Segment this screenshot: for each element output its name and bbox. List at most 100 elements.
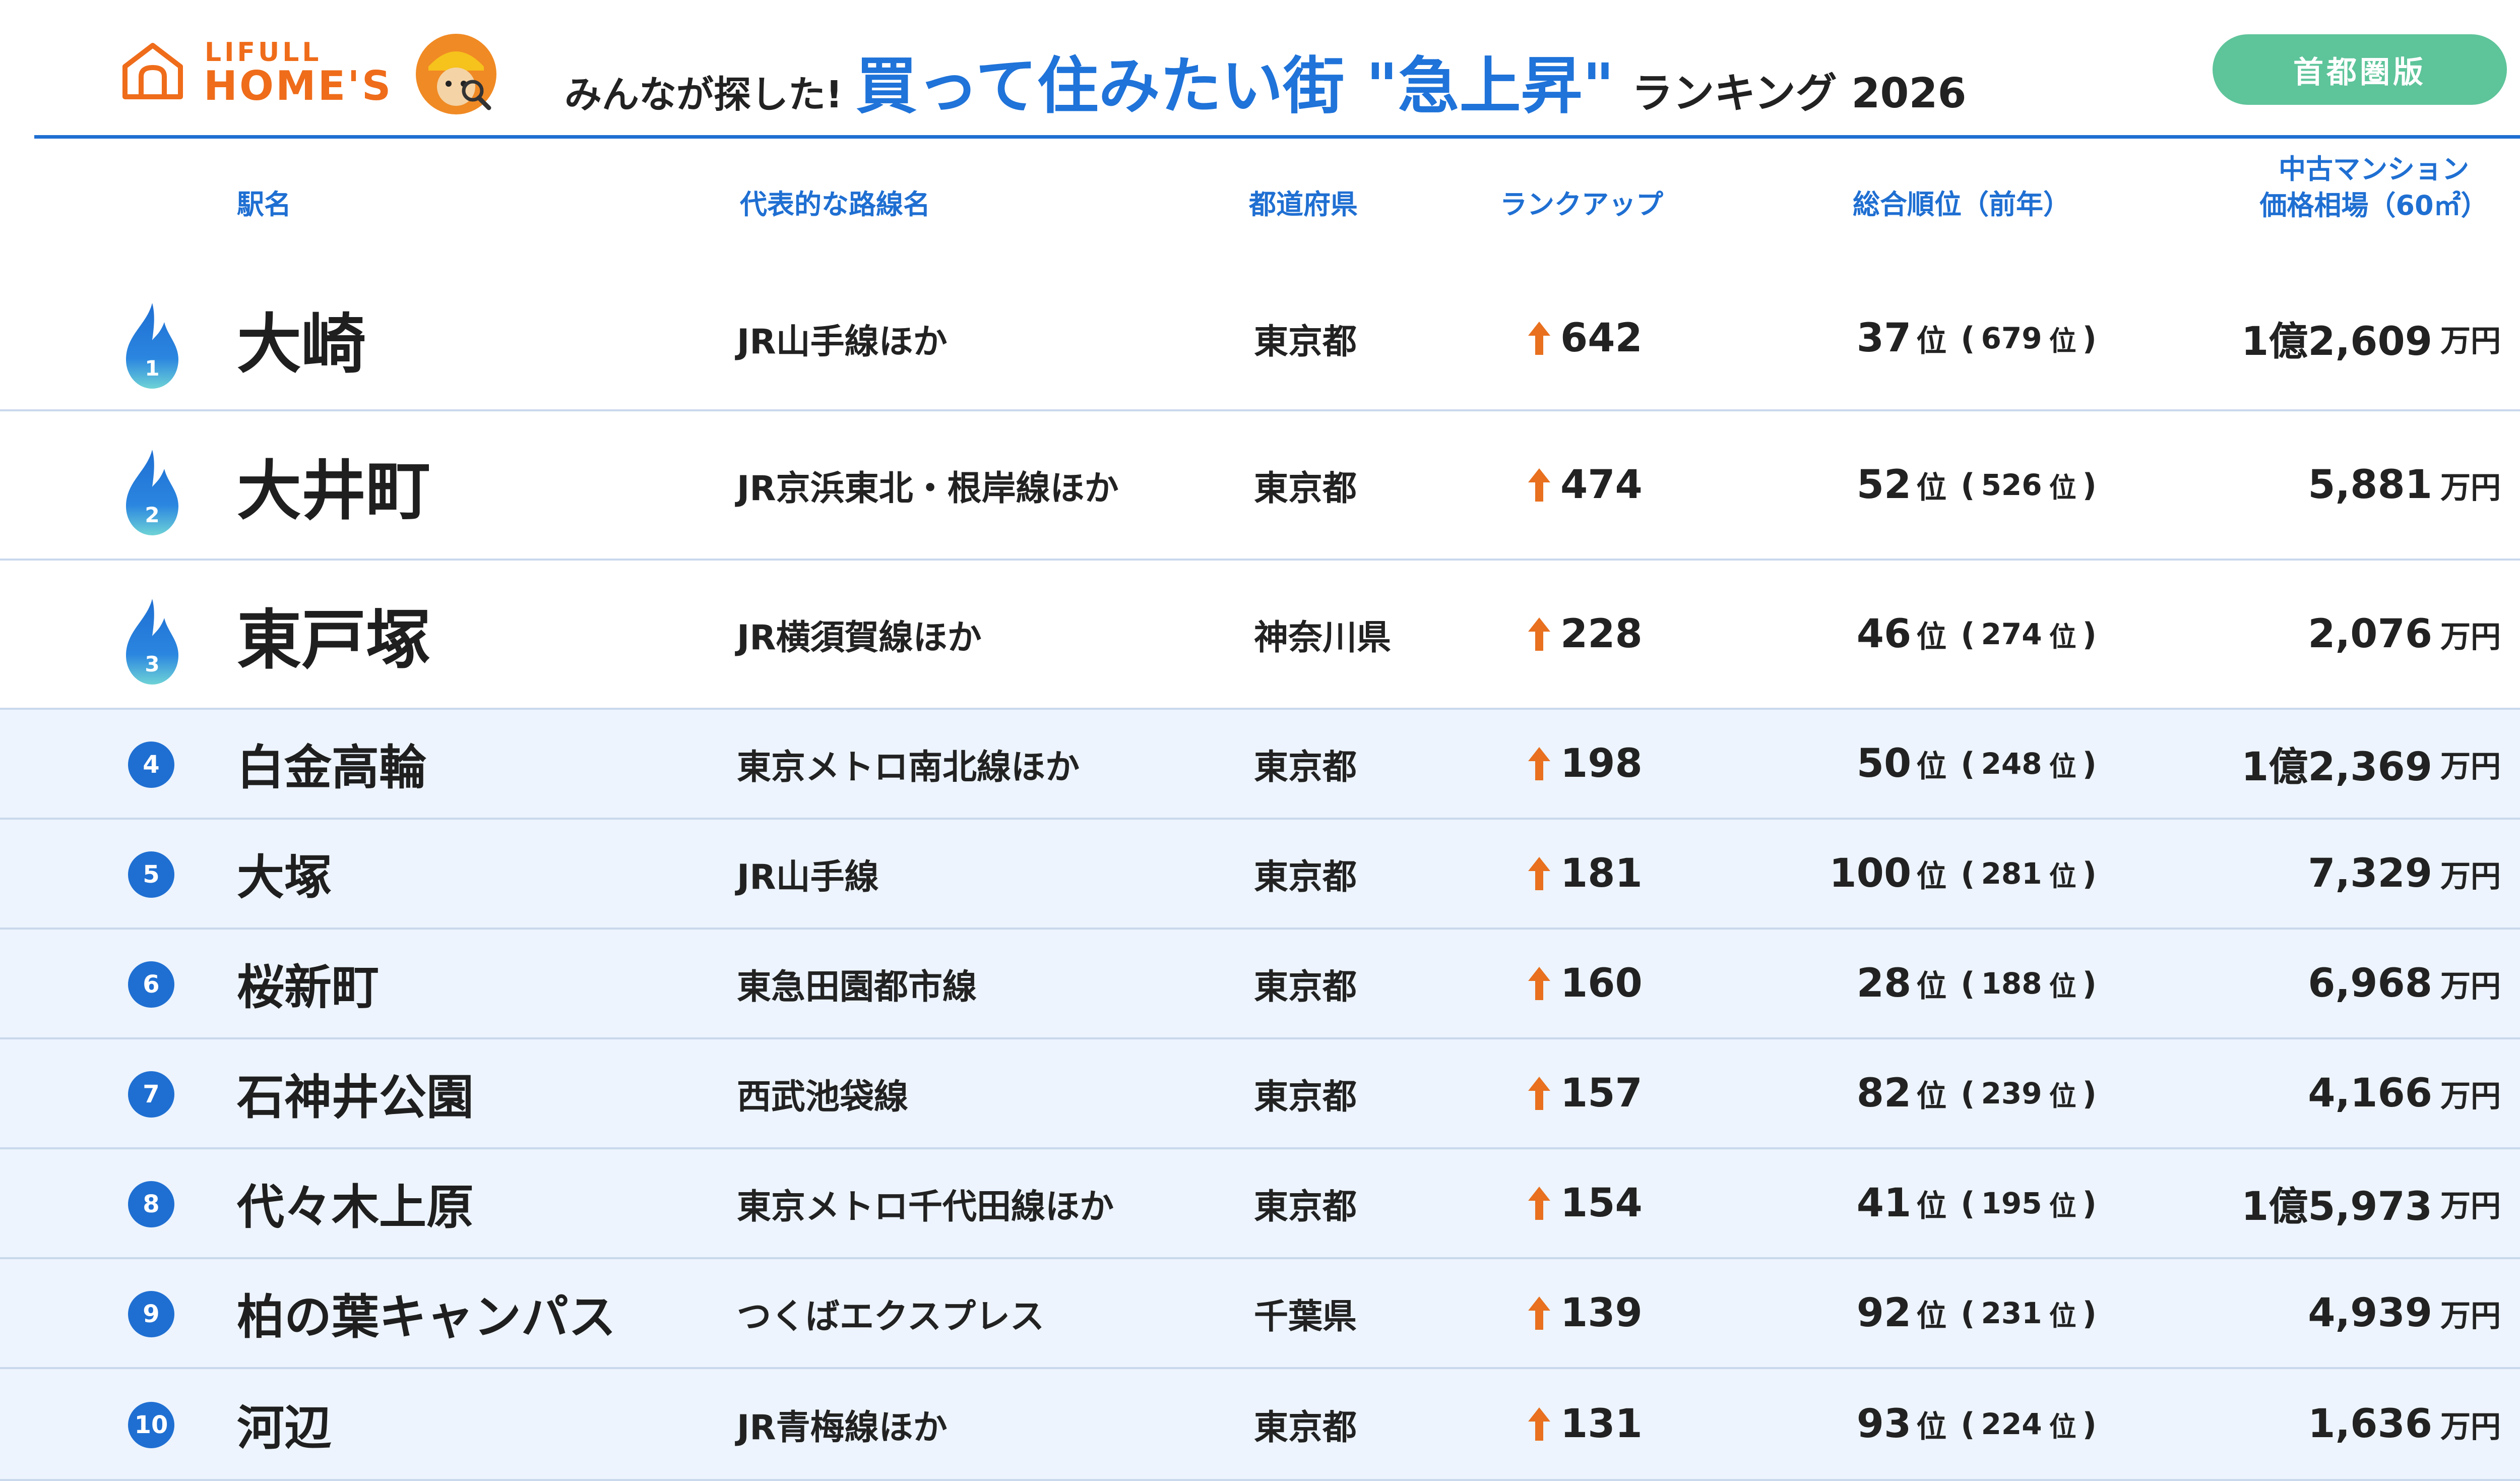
table-row[interactable]: 2 大井町 JR京浜東北・根岸線ほか 東京都 474 52 位 ( 526 位 …	[0, 411, 2520, 561]
up-arrow-icon	[1528, 857, 1550, 890]
table-row[interactable]: 7 石神井公園 西武池袋線 東京都 157 82 位 ( 239 位 ) 4,1…	[0, 1039, 2520, 1149]
rank-up-number: 642	[1560, 316, 1643, 361]
rank-number: 1	[145, 356, 159, 381]
previous-rank: 679	[1981, 321, 2042, 355]
table-row[interactable]: 4 白金高輪 東京メトロ南北線ほか 東京都 198 50 位 ( 248 位 )…	[0, 710, 2520, 820]
up-arrow-icon	[1528, 1077, 1550, 1110]
prefecture: 東京都	[1254, 1407, 1357, 1448]
rank-number: 2	[145, 503, 159, 527]
prefecture: 東京都	[1254, 322, 1357, 362]
line-name: JR青梅線ほか	[737, 1407, 948, 1448]
line-name: JR横須賀線ほか	[737, 618, 982, 658]
rank-up-number: 474	[1560, 462, 1643, 508]
table-row[interactable]: 5 大塚 JR山手線 東京都 181 100 位 ( 281 位 ) 7,329…	[0, 820, 2520, 930]
rank-up-number: 139	[1560, 1290, 1643, 1336]
previous-rank: 231	[1981, 1296, 2042, 1330]
table-row[interactable]: 9 柏の葉キャンパス つくばエクスプレス 千葉県 139 92 位 ( 231 …	[0, 1259, 2520, 1369]
station-name: 白金高輪	[237, 741, 427, 795]
paren-close: )	[2082, 745, 2097, 782]
table-header: 駅名 代表的な路線名 都道府県 ランクアップ 総合順位（前年） 中古マンション …	[0, 151, 2520, 267]
paren-close: )	[2082, 1294, 2097, 1332]
rank-up-number: 181	[1560, 851, 1643, 896]
price-value: 1,636	[2308, 1401, 2432, 1447]
rank-badge: 5	[128, 851, 174, 898]
rank-badge: 9	[128, 1291, 174, 1337]
table-row[interactable]: 10 河辺 JR青梅線ほか 東京都 131 93 位 ( 224 位 ) 1,6…	[0, 1369, 2520, 1481]
column-header-price-line2: 価格相場（60㎡）	[2259, 190, 2488, 221]
rank-badge: 4	[128, 742, 174, 788]
paren-close: )	[2082, 320, 2097, 357]
paren-open: (	[1961, 1405, 1975, 1443]
line-name: つくばエクスプレス	[737, 1297, 1044, 1337]
rank-unit: 位	[1916, 1409, 1947, 1445]
station-name: 河辺	[237, 1401, 332, 1456]
previous-rank-unit: 位	[2049, 1300, 2076, 1332]
current-rank: 41	[1856, 1181, 1912, 1226]
paren-open: (	[1961, 965, 1975, 1002]
header: LIFULL HOME'S みんなが探した! 買って住みたい街 "急上昇" ラン…	[0, 0, 2520, 141]
line-name: JR山手線ほか	[737, 322, 948, 362]
rank-unit: 位	[1916, 749, 1947, 784]
column-header-prefecture: 都道府県	[1249, 189, 1358, 220]
table-row[interactable]: 3 東戸塚 JR横須賀線ほか 神奈川県 228 46 位 ( 274 位 ) 2…	[0, 561, 2520, 710]
logo-text-homes: HOME'S	[204, 63, 393, 109]
price: 4,939 万円	[2142, 1259, 2501, 1367]
region-badge[interactable]: 首都圏版	[2213, 34, 2507, 105]
price: 1,636 万円	[2142, 1369, 2501, 1479]
station-name: 大崎	[237, 306, 366, 382]
table-row[interactable]: 8 代々木上原 東京メトロ千代田線ほか 東京都 154 41 位 ( 195 位…	[0, 1149, 2520, 1259]
rank-badge: 10	[128, 1402, 174, 1448]
rank-unit: 位	[1916, 858, 1947, 894]
price-value: 5,881	[2308, 462, 2432, 508]
price-value: 1億2,369	[2241, 745, 2432, 790]
previous-rank: 195	[1981, 1186, 2042, 1220]
rank-up-value: 198	[1527, 710, 1643, 818]
price-unit: 万円	[2440, 470, 2501, 506]
rank-up-number: 131	[1560, 1401, 1643, 1447]
station-name: 東戸塚	[237, 602, 431, 678]
previous-rank-unit: 位	[2049, 750, 2076, 782]
lifull-homes-logo[interactable]: LIFULL HOME'S	[120, 31, 503, 117]
previous-rank-unit: 位	[2049, 325, 2076, 357]
table-row[interactable]: 1 大崎 JR山手線ほか 東京都 642 37 位 ( 679 位 ) 1億2,…	[0, 267, 2520, 411]
overall-rank: 52 位 ( 526 位 )	[1764, 411, 2097, 559]
paren-open: (	[1961, 1185, 1975, 1222]
station-name: 石神井公園	[237, 1070, 474, 1125]
header-divider	[34, 135, 2520, 139]
price: 5,881 万円	[2142, 411, 2501, 559]
station-name: 桜新町	[237, 960, 380, 1015]
current-rank: 37	[1856, 316, 1912, 361]
mascot-character-icon	[416, 34, 496, 114]
rank-up-value: 181	[1527, 820, 1643, 928]
overall-rank: 41 位 ( 195 位 )	[1764, 1149, 2097, 1257]
price: 6,968 万円	[2142, 930, 2501, 1037]
previous-rank: 526	[1981, 468, 2042, 502]
paren-close: )	[2082, 1405, 2097, 1443]
flame-icon: 1	[126, 303, 178, 389]
line-name: 東京メトロ千代田線ほか	[737, 1187, 1114, 1227]
rank-badge: 6	[128, 961, 174, 1008]
price: 1億2,369 万円	[2142, 710, 2501, 818]
up-arrow-icon	[1528, 1407, 1550, 1441]
price: 7,329 万円	[2142, 820, 2501, 928]
previous-rank-unit: 位	[2049, 1410, 2076, 1443]
previous-rank: 224	[1981, 1407, 2042, 1441]
page-title: みんなが探した! 買って住みたい街 "急上昇" ランキング 2026	[564, 36, 1967, 122]
station-name: 代々木上原	[237, 1180, 474, 1235]
paren-close: )	[2082, 466, 2097, 504]
paren-close: )	[2082, 615, 2097, 653]
paren-open: (	[1961, 615, 1975, 653]
current-rank: 46	[1856, 611, 1912, 657]
flame-icon: 3	[126, 599, 178, 685]
prefecture: 千葉県	[1254, 1297, 1357, 1337]
table-row[interactable]: 6 桜新町 東急田園都市線 東京都 160 28 位 ( 188 位 ) 6,9…	[0, 930, 2520, 1039]
price-unit: 万円	[2440, 619, 2501, 655]
rank-up-number: 160	[1560, 961, 1643, 1006]
overall-rank: 28 位 ( 188 位 )	[1764, 930, 2097, 1037]
price: 1億2,609 万円	[2142, 267, 2501, 409]
paren-open: (	[1961, 320, 1975, 357]
rank-up-value: 228	[1527, 561, 1643, 708]
house-logo-icon	[122, 43, 183, 99]
station-name: 大塚	[237, 850, 332, 905]
previous-rank-unit: 位	[2049, 471, 2076, 504]
